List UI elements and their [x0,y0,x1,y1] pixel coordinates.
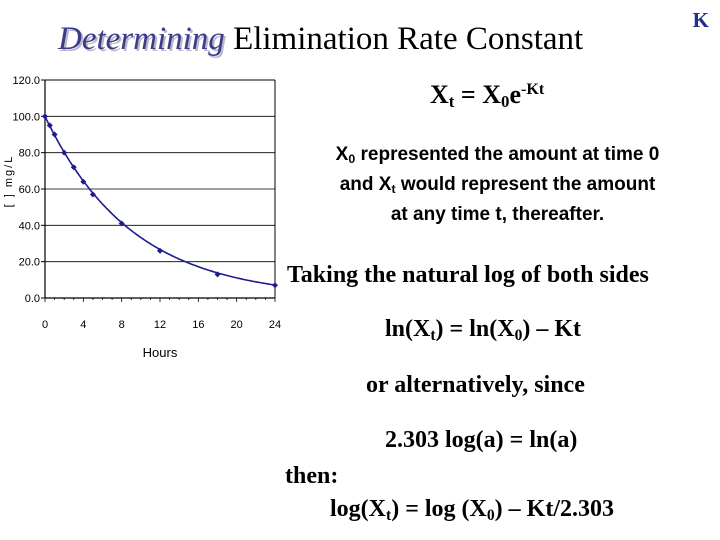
eq1-sup-c: -Kt [521,81,545,99]
equation-common-log: log(Xt) = log (X0) – Kt/2.303 [330,496,614,525]
y-tick-label: 60.0 [19,184,40,196]
x-tick-label: 12 [154,319,166,331]
data-point [272,282,278,289]
y-tick-labels: 0.0 20.0 40.0 60.0 80.0 100.0 120.0 [12,75,40,305]
corner-label: K [692,8,709,32]
y-tick-label: 80.0 [19,148,40,160]
desc-l2-a: and X [339,174,392,196]
then-label: then: [285,463,339,489]
eq3-sub-a: t [386,506,392,524]
data-point [214,271,221,278]
x-tick-label: 24 [269,319,281,331]
equation-natural-log: ln(Xt) = ln(X0) – Kt [385,316,581,345]
y-tick-label: 40.0 [19,220,40,232]
eq1-sub-b: 0 [501,92,510,112]
y-tick-label: 20.0 [19,257,40,269]
eq3-part-a: log(X [330,496,386,522]
y-axis-label: [ ] mg/L [3,155,15,208]
alternatively-text: or alternatively, since [366,372,585,398]
eq2-part-a: ln(X [385,316,431,342]
chart-grid [45,79,275,263]
log-identity: 2.303 log(a) = ln(a) [385,427,578,453]
x-tick-label: 16 [192,319,204,331]
eq3-part-c: ) – Kt/2.303 [494,496,614,522]
eq2-part-b: ) = ln(X [435,316,515,342]
data-point [61,149,68,156]
desc-l1-sub: 0 [348,152,356,167]
y-tick-label: 100.0 [12,111,40,123]
description-line-1: X0 represented the amount at time 0 [300,142,695,172]
data-point [157,247,163,254]
title-emphasis: Determining [58,21,225,57]
y-tick-label: 120.0 [12,75,40,87]
series-line [44,115,276,286]
desc-l1-b: represented the amount at time 0 [355,144,660,165]
x-tick-label: 8 [119,319,125,331]
data-point [80,178,87,185]
slide-title: Determining Elimination Rate Constant [58,20,583,60]
eq1-part-a: X [430,80,449,109]
eq2-sub-a: t [430,326,436,344]
description-line-3: at any time t, thereafter. [390,204,605,226]
eq1-part-c: e [509,80,521,109]
y-tick-label: 0.0 [25,293,40,305]
data-point [118,220,125,227]
eq3-sub-b: 0 [486,506,495,524]
desc-l2-sub: t [391,182,396,197]
chart-axes [41,79,276,302]
equation-exponential: Xt = X0e-Kt [430,80,544,112]
data-point [89,191,96,198]
data-point [70,164,77,171]
eq2-sub-b: 0 [514,326,523,344]
eq1-part-b: = X [454,80,501,109]
x-axis-label: Hours [143,345,178,360]
x-tick-label: 0 [42,319,48,331]
description-text: X0 represented the amount at time 0 and … [300,142,695,228]
x-tick-label: 4 [80,319,86,331]
data-point [51,131,58,138]
eq1-sub-a: t [448,92,455,112]
desc-l2-b: would represent the amount [395,174,656,196]
eq3-part-b: ) = log (X [391,496,487,522]
data-points [42,113,278,289]
eq2-part-c: ) – Kt [522,316,582,342]
desc-l1-a: X [335,144,349,165]
x-tick-labels: 0 4 8 12 16 20 24 [42,319,281,331]
x-tick-label: 20 [231,319,243,331]
elimination-chart: 0.0 20.0 40.0 60.0 80.0 100.0 120.0 0 4 8 12 16 20 2… [3,75,281,360]
description-line-2: and Xt would represent the amount [300,172,695,202]
data-point [42,113,48,120]
natural-log-heading: Taking the natural log of both sides [287,262,649,288]
data-point [46,122,53,129]
title-rest: Elimination Rate Constant [224,21,584,57]
